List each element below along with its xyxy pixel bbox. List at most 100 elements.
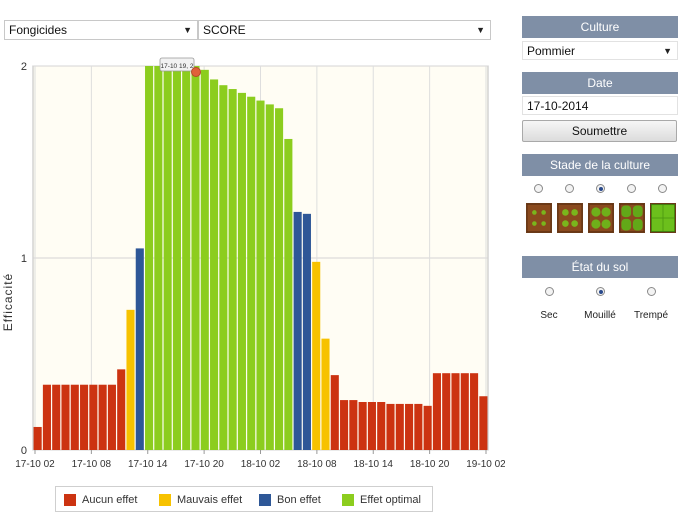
y-axis-label: Efficacité <box>1 273 15 331</box>
date-input[interactable]: 17-10-2014 <box>522 96 678 115</box>
x-tick-label: 18-10 08 <box>297 459 337 470</box>
bar[interactable] <box>182 66 191 450</box>
category-select-value: Fongicides <box>9 23 68 37</box>
bar[interactable] <box>80 384 89 450</box>
bar[interactable] <box>479 396 488 450</box>
bar[interactable] <box>275 108 284 451</box>
soil-label-trempe: Trempé <box>633 310 669 321</box>
chevron-down-icon: ▼ <box>476 25 485 35</box>
soil-radio-trempe[interactable] <box>647 287 656 296</box>
bar[interactable] <box>442 373 451 450</box>
bar[interactable] <box>358 402 367 450</box>
bar[interactable] <box>135 248 144 450</box>
bar[interactable] <box>265 104 274 451</box>
soil-label-mouille: Mouillé <box>584 310 616 321</box>
bar[interactable] <box>460 373 469 450</box>
bar[interactable] <box>52 384 61 450</box>
submit-button[interactable]: Soumettre <box>522 120 677 142</box>
x-tick-label: 17-10 20 <box>184 459 224 470</box>
bar[interactable] <box>210 79 219 450</box>
culture-select[interactable]: Pommier ▼ <box>522 41 678 60</box>
legend-item-optimal[interactable]: Effet optimal <box>342 493 421 507</box>
bar[interactable] <box>228 89 237 450</box>
bar[interactable] <box>312 261 321 450</box>
bar[interactable] <box>423 405 432 450</box>
x-tick-label: 17-10 14 <box>128 459 168 470</box>
y-tick-label: 0 <box>21 445 27 457</box>
stage-radio-5[interactable] <box>658 184 667 193</box>
legend-item-bon[interactable]: Bon effet <box>259 493 321 507</box>
bar[interactable] <box>470 373 479 450</box>
bar[interactable] <box>70 384 79 450</box>
tooltip-marker <box>191 67 201 77</box>
bar[interactable] <box>163 66 172 450</box>
stage-icon-1[interactable] <box>526 203 552 233</box>
bar[interactable] <box>377 402 386 450</box>
x-tick-label: 18-10 20 <box>410 459 450 470</box>
bar[interactable] <box>89 384 98 450</box>
x-tick-label: 17-10 02 <box>15 459 55 470</box>
category-select[interactable]: Fongicides ▼ <box>4 20 198 40</box>
bar[interactable] <box>432 373 441 450</box>
bar[interactable] <box>107 384 116 450</box>
bar[interactable] <box>33 426 42 450</box>
culture-panel: Culture <box>522 16 678 38</box>
bar[interactable] <box>405 403 414 450</box>
stage-radio-2[interactable] <box>565 184 574 193</box>
bar[interactable] <box>191 66 200 450</box>
bar[interactable] <box>237 92 246 450</box>
stage-radio-1[interactable] <box>534 184 543 193</box>
bars <box>33 66 488 451</box>
bar[interactable] <box>321 338 330 450</box>
stage-radio-4[interactable] <box>627 184 636 193</box>
bar[interactable] <box>256 100 265 450</box>
stage-header: Stade de la culture <box>522 154 678 176</box>
efficacy-chart: 0 1 2 17-10 02 17-10 08 17-10 14 17-10 20 18-1… <box>1 57 505 470</box>
date-input-value: 17-10-2014 <box>527 99 589 113</box>
bar[interactable] <box>219 85 228 450</box>
bar[interactable] <box>367 402 376 450</box>
bar[interactable] <box>414 403 423 450</box>
x-tick-label: 18-10 02 <box>241 459 281 470</box>
bar[interactable] <box>349 400 358 450</box>
soil-radio-mouille[interactable] <box>596 287 605 296</box>
stage-icon-4[interactable] <box>619 203 645 233</box>
metric-select[interactable]: SCORE ▼ <box>198 20 491 40</box>
bar[interactable] <box>126 309 135 450</box>
legend-item-aucun[interactable]: Aucun effet <box>64 493 137 507</box>
bar[interactable] <box>154 66 163 450</box>
stage-panel: Stade de la culture <box>522 154 678 176</box>
stage-radio-3[interactable] <box>596 184 605 193</box>
legend-swatch-mauvais <box>159 494 171 506</box>
stage-icon-5[interactable] <box>650 203 676 233</box>
x-tick-label: 17-10 08 <box>72 459 112 470</box>
metric-select-value: SCORE <box>203 23 246 37</box>
legend-label-bon: Bon effet <box>277 494 321 506</box>
bar[interactable] <box>284 138 293 450</box>
bar[interactable] <box>42 384 51 450</box>
bar[interactable] <box>247 96 256 450</box>
bar[interactable] <box>172 66 181 450</box>
stage-icon-3[interactable] <box>588 203 614 233</box>
bar[interactable] <box>293 211 302 450</box>
soil-radio-sec[interactable] <box>545 287 554 296</box>
tooltip-text: 17-10 19, 2 <box>161 63 194 70</box>
legend-swatch-optimal <box>342 494 354 506</box>
bar[interactable] <box>302 213 311 450</box>
stage-icon-2[interactable] <box>557 203 583 233</box>
bar[interactable] <box>330 375 339 450</box>
bar[interactable] <box>395 403 404 450</box>
bar[interactable] <box>117 369 126 450</box>
legend-label-mauvais: Mauvais effet <box>177 494 243 506</box>
bar[interactable] <box>451 373 460 450</box>
legend-swatch-aucun <box>64 494 76 506</box>
bar[interactable] <box>145 66 154 450</box>
bar[interactable] <box>340 400 349 450</box>
legend-item-mauvais[interactable]: Mauvais effet <box>159 493 242 507</box>
bar[interactable] <box>200 69 209 450</box>
y-ticks: 0 1 2 <box>21 61 27 457</box>
bar[interactable] <box>61 384 70 450</box>
bar[interactable] <box>98 384 107 450</box>
bar[interactable] <box>386 403 395 450</box>
legend-label-aucun: Aucun effet <box>82 494 138 506</box>
